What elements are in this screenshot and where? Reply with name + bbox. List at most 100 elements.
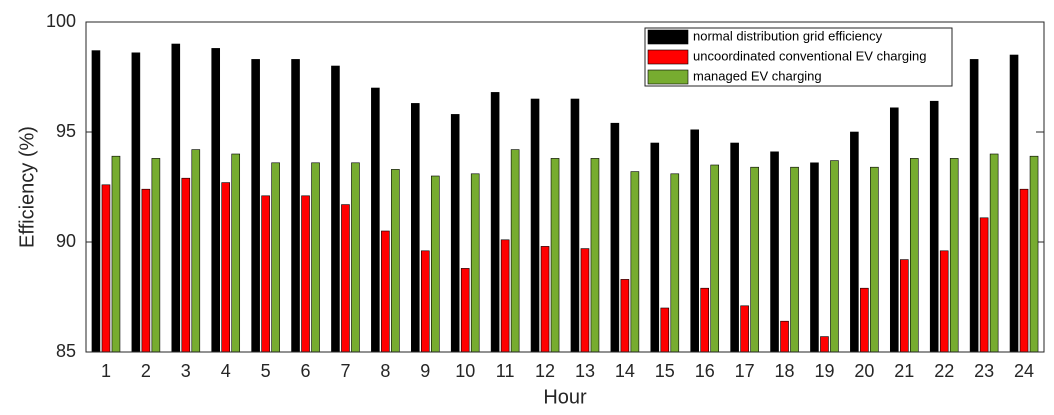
bar [889, 107, 899, 353]
bar [221, 182, 231, 353]
bar [391, 169, 400, 353]
bar [570, 98, 580, 353]
bar [341, 204, 350, 353]
bar [171, 43, 181, 353]
bar [450, 114, 460, 353]
bar [750, 166, 759, 353]
legend-swatch [647, 69, 689, 85]
x-tick-label: 5 [261, 361, 271, 381]
x-tick-label: 1 [101, 361, 111, 381]
x-tick-label: 15 [655, 361, 675, 381]
x-tick-label: 3 [181, 361, 191, 381]
bar [231, 153, 241, 353]
bar [989, 153, 999, 353]
bar [770, 151, 779, 353]
bar [331, 65, 340, 353]
bar [311, 162, 320, 353]
bar [540, 246, 550, 353]
bar [790, 166, 799, 353]
bar [850, 131, 859, 353]
bar [1029, 155, 1039, 353]
x-tick-label: 4 [221, 361, 231, 381]
y-tick-label: 85 [56, 341, 76, 361]
x-tick-label: 8 [380, 361, 390, 381]
bar [430, 175, 440, 353]
bar [550, 158, 560, 353]
bar [670, 173, 680, 353]
bar [939, 250, 949, 353]
x-tick-label: 17 [735, 361, 755, 381]
x-tick-label: 22 [934, 361, 954, 381]
x-tick-label: 11 [496, 361, 515, 381]
legend-box [644, 27, 953, 87]
x-tick-label: 14 [615, 361, 635, 381]
bar [470, 173, 480, 353]
bar [909, 158, 919, 353]
legend-swatch [647, 49, 689, 65]
bar [460, 268, 470, 353]
bar [700, 287, 710, 353]
bar [410, 103, 420, 353]
bar [371, 87, 380, 353]
x-tick-label: 10 [455, 361, 475, 381]
bar [131, 52, 141, 353]
x-tick-label: 20 [854, 361, 874, 381]
bar [111, 155, 121, 353]
bar [261, 195, 270, 353]
bar [710, 164, 720, 353]
bar [860, 287, 869, 353]
bar [929, 100, 939, 353]
bar [650, 142, 660, 353]
bar [191, 149, 201, 353]
legend-label: managed EV charging [693, 68, 822, 83]
bar [301, 195, 310, 353]
bar [271, 162, 280, 353]
bar [630, 171, 640, 353]
x-tick-label: 16 [695, 361, 715, 381]
bar [949, 158, 959, 353]
bar [610, 122, 620, 353]
y-axis-label: Efficiency (%) [16, 126, 38, 248]
x-tick-label: 6 [301, 361, 311, 381]
legend-label: uncoordinated conventional EV charging [693, 48, 926, 63]
x-tick-label: 9 [420, 361, 430, 381]
bar [969, 59, 979, 353]
x-tick-label: 19 [814, 361, 834, 381]
bar [690, 129, 700, 353]
x-tick-label: 23 [974, 361, 994, 381]
bar [151, 158, 161, 353]
bar [810, 162, 819, 353]
bar [420, 250, 430, 353]
bar [251, 59, 260, 353]
y-tick-label: 90 [56, 231, 76, 251]
bar [510, 149, 520, 353]
bar [580, 248, 590, 353]
plot-frame [85, 21, 1045, 353]
x-tick-label: 12 [535, 361, 555, 381]
bar [820, 336, 829, 353]
bar [899, 259, 909, 353]
bar [141, 188, 151, 353]
bar [979, 217, 989, 353]
bar [870, 166, 879, 353]
bar [830, 160, 839, 353]
bar [291, 59, 300, 353]
bar [381, 230, 390, 353]
bar [101, 184, 111, 353]
bar [500, 239, 510, 353]
bar [1009, 54, 1019, 353]
bar [660, 307, 670, 353]
y-tick-label: 95 [56, 121, 76, 141]
bar [780, 320, 789, 353]
bar [211, 48, 221, 353]
x-tick-label: 7 [340, 361, 350, 381]
y-tick-label: 100 [46, 11, 76, 31]
bar [730, 142, 739, 353]
x-tick-label: 2 [141, 361, 151, 381]
bar [740, 305, 749, 353]
bar [620, 279, 630, 353]
x-tick-label: 24 [1014, 361, 1034, 381]
x-axis-label: Hour [543, 386, 587, 408]
x-tick-label: 18 [775, 361, 795, 381]
